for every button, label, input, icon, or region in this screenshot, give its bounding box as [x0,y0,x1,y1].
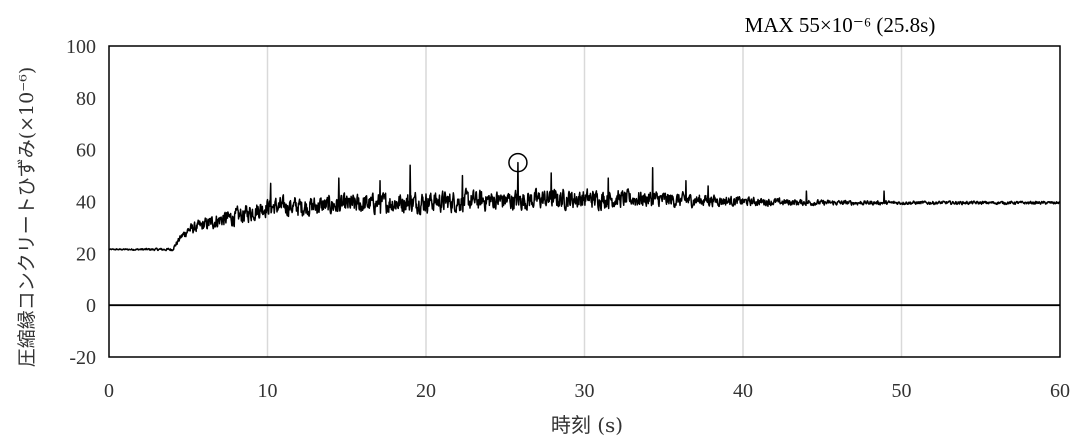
y-tick-labels: -20 0 20 40 60 80 100 [66,36,96,369]
plot-frame [108,45,1061,358]
series-line [108,161,1061,252]
y-axis-title: 圧縮縁コンクリートひずみ(×10⁻⁶) [16,67,38,368]
x-tick-label: 60 [1050,380,1070,402]
y-tick-label: 100 [66,36,96,58]
x-tick-label: 10 [258,380,278,402]
max-annotation [508,152,528,173]
plot-border [108,45,1061,358]
y-tick-label: 80 [76,88,96,110]
x-tick-label: 20 [416,380,436,402]
x-tick-labels: 0 10 20 30 40 50 60 [104,380,1070,402]
x-tick-label: 40 [733,380,753,402]
y-tick-label: 20 [76,243,96,265]
x-tick-label: 50 [892,380,912,402]
x-tick-label: 30 [575,380,595,402]
x-axis-title: 時刻 (s) [551,413,623,437]
y-tick-label: 0 [86,295,96,317]
x-tick-label: 0 [104,380,114,402]
y-tick-label: -20 [69,347,96,369]
y-tick-label: 40 [76,192,96,214]
max-annotation-text: MAX 55×10⁻⁶ (25.8s) [745,13,936,37]
max-marker-circle [508,152,528,173]
y-tick-label: 60 [76,140,96,162]
series-strain [108,161,1061,252]
